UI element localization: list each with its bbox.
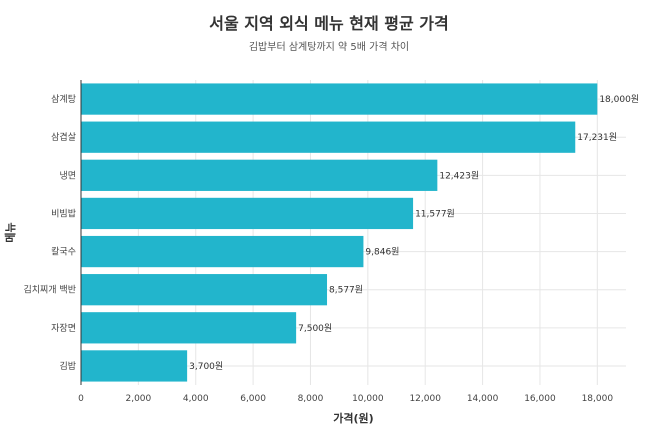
category-label: 김치찌개 백반 — [23, 284, 76, 296]
bar-8 — [81, 350, 188, 382]
x-tick-label: 14,000 — [467, 394, 499, 404]
bar-4 — [81, 197, 414, 230]
x-tick-label: 2,000 — [125, 394, 151, 404]
x-tick-label: 4,000 — [183, 394, 209, 404]
category-label: 칼국수 — [51, 247, 76, 258]
category-label: 삼겹살 — [51, 131, 76, 143]
x-tick-label: 6,000 — [240, 394, 266, 404]
value-label: 7,500원 — [298, 323, 332, 334]
x-tick-label: 18,000 — [582, 394, 614, 404]
bar-5 — [81, 235, 364, 268]
x-tick-label: 8,000 — [298, 394, 324, 404]
x-tick-label: 16,000 — [524, 394, 556, 404]
bar-6 — [81, 274, 328, 306]
value-label: 3,700원 — [189, 361, 223, 372]
y-axis-title: 메뉴 — [3, 222, 17, 242]
bar-7 — [81, 312, 297, 344]
value-label: 18,000원 — [599, 94, 639, 105]
value-label: 9,846원 — [365, 247, 399, 258]
x-axis-title: 가격(원) — [333, 411, 373, 425]
category-label: 김밥 — [59, 360, 76, 372]
chart-title: 서울 지역 외식 메뉴 현재 평균 가격 — [209, 14, 449, 33]
category-label: 자장면 — [51, 323, 76, 334]
x-tick-label: 10,000 — [352, 394, 384, 404]
category-label: 비빔밥 — [51, 208, 76, 219]
value-label: 12,423원 — [439, 170, 479, 181]
bar-1 — [81, 83, 598, 115]
bar-3 — [81, 159, 438, 191]
chart-subtitle: 김밥부터 삼계탕까지 약 5배 가격 차이 — [248, 42, 410, 53]
value-label: 8,577원 — [329, 285, 363, 296]
x-tick-label: 12,000 — [409, 394, 441, 404]
category-label: 삼계탕 — [51, 93, 76, 105]
value-label: 11,577원 — [415, 208, 455, 219]
value-label: 17,231원 — [577, 132, 617, 143]
x-tick-label: 0 — [78, 394, 84, 404]
bar-2 — [81, 121, 576, 153]
category-label: 냉면 — [59, 170, 76, 181]
